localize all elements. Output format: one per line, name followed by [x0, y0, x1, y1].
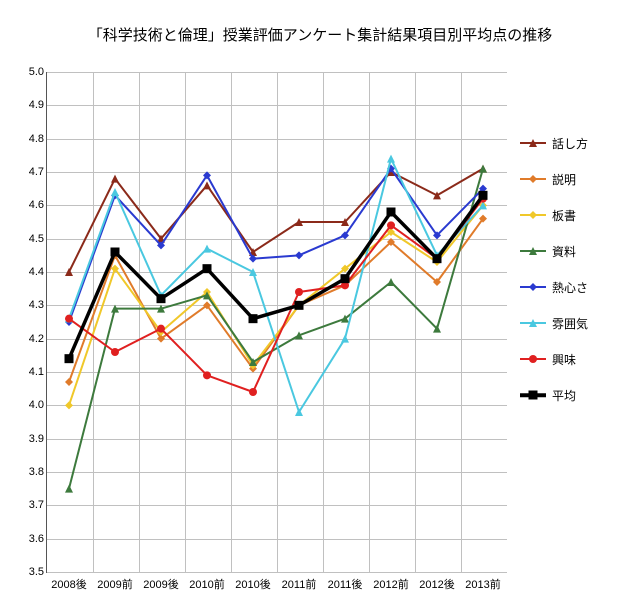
series-marker-kyoumi	[387, 221, 395, 229]
gridline-h	[47, 572, 507, 573]
series-marker-heikin	[433, 254, 442, 263]
xtick-label: 2009後	[143, 576, 178, 592]
legend-swatch	[520, 316, 546, 330]
series-line-shiryou	[69, 169, 483, 489]
series-marker-nesshinsa	[295, 251, 303, 259]
legend-row-setsumei: 説明	[520, 161, 588, 197]
series-marker-shiryou	[387, 278, 395, 286]
chart-container: 「科学技術と倫理」授業評価アンケート集計結果項目別平均点の推移 話し方説明板書資…	[0, 0, 640, 606]
legend-swatch	[520, 352, 546, 366]
series-line-nesshinsa	[69, 169, 483, 322]
series-marker-heikin	[249, 314, 258, 323]
series-marker-bansho	[65, 401, 73, 409]
series-line-bansho	[69, 205, 483, 405]
ytick-label: 4.7	[18, 166, 44, 178]
xtick-label: 2011前	[282, 576, 317, 592]
series-marker-kyoumi	[157, 325, 165, 333]
xtick-label: 2012後	[419, 576, 454, 592]
xtick-label: 2012前	[373, 576, 408, 592]
legend-label: 興味	[552, 351, 576, 368]
legend-row-shiryou: 資料	[520, 233, 588, 269]
legend-label: 雰囲気	[552, 315, 588, 332]
ytick-label: 4.3	[18, 299, 44, 311]
series-marker-funiki	[249, 268, 257, 276]
legend-row-hanashikata: 話し方	[520, 125, 588, 161]
ytick-label: 3.6	[18, 533, 44, 545]
ytick-label: 3.8	[18, 466, 44, 478]
series-marker-kyoumi	[249, 388, 257, 396]
xtick-label: 2010前	[189, 576, 224, 592]
ytick-label: 4.2	[18, 333, 44, 345]
ytick-label: 3.9	[18, 433, 44, 445]
legend-label: 板書	[552, 207, 576, 224]
xtick-label: 2013前	[465, 576, 500, 592]
ytick-label: 3.5	[18, 566, 44, 578]
series-marker-funiki	[341, 335, 349, 343]
ytick-label: 4.0	[18, 399, 44, 411]
ytick-label: 4.4	[18, 266, 44, 278]
legend-swatch	[520, 136, 546, 150]
series-marker-heikin	[387, 208, 396, 217]
legend-row-nesshinsa: 熱心さ	[520, 269, 588, 305]
legend-row-kyoumi: 興味	[520, 341, 588, 377]
series-marker-shiryou	[65, 485, 73, 493]
xtick-label: 2009前	[97, 576, 132, 592]
series-marker-heikin	[157, 294, 166, 303]
series-marker-funiki	[111, 188, 119, 196]
series-marker-setsumei	[65, 378, 73, 386]
series-marker-kyoumi	[203, 371, 211, 379]
ytick-label: 4.6	[18, 199, 44, 211]
xtick-label: 2008後	[51, 576, 86, 592]
xtick-label: 2010後	[235, 576, 270, 592]
series-marker-hanashikata	[65, 268, 73, 276]
legend-swatch	[520, 244, 546, 258]
series-marker-heikin	[341, 274, 350, 283]
chart-title: 「科学技術と倫理」授業評価アンケート集計結果項目別平均点の推移	[0, 24, 640, 45]
legend: 話し方説明板書資料熱心さ雰囲気興味平均	[520, 125, 588, 413]
legend-label: 話し方	[552, 135, 588, 152]
ytick-label: 4.9	[18, 99, 44, 111]
series-marker-heikin	[65, 354, 74, 363]
series-marker-hanashikata	[111, 175, 119, 183]
legend-label: 説明	[552, 171, 576, 188]
xtick-label: 2011後	[328, 576, 363, 592]
ytick-label: 4.1	[18, 366, 44, 378]
legend-row-heikin: 平均	[520, 377, 588, 413]
legend-row-funiki: 雰囲気	[520, 305, 588, 341]
ytick-label: 3.7	[18, 499, 44, 511]
chart-svg	[46, 72, 506, 572]
series-marker-heikin	[479, 191, 488, 200]
series-marker-hanashikata	[433, 191, 441, 199]
series-marker-kyoumi	[295, 288, 303, 296]
series-marker-hanashikata	[203, 181, 211, 189]
series-marker-funiki	[387, 155, 395, 163]
legend-row-bansho: 板書	[520, 197, 588, 233]
series-marker-kyoumi	[65, 315, 73, 323]
legend-swatch	[520, 388, 546, 402]
legend-swatch	[520, 172, 546, 186]
series-marker-shiryou	[479, 165, 487, 173]
series-marker-heikin	[203, 264, 212, 273]
legend-swatch	[520, 208, 546, 222]
legend-swatch	[520, 280, 546, 294]
series-marker-funiki	[203, 245, 211, 253]
legend-label: 資料	[552, 243, 576, 260]
ytick-label: 4.5	[18, 233, 44, 245]
series-marker-heikin	[111, 248, 120, 257]
ytick-label: 4.8	[18, 133, 44, 145]
series-marker-kyoumi	[111, 348, 119, 356]
ytick-label: 5.0	[18, 66, 44, 78]
series-marker-heikin	[295, 301, 304, 310]
legend-label: 平均	[552, 387, 576, 404]
legend-label: 熱心さ	[552, 279, 588, 296]
